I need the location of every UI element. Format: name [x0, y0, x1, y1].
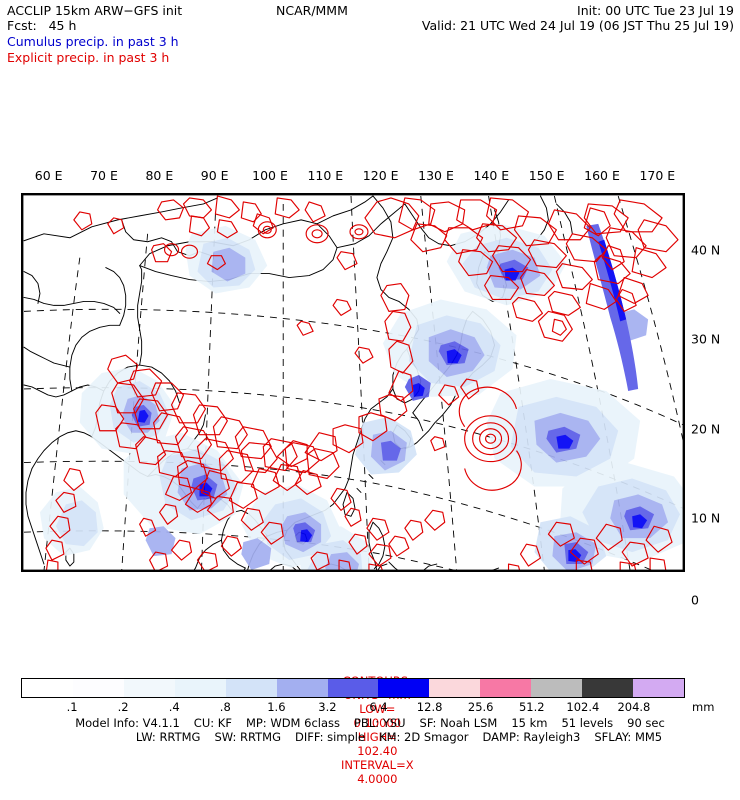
forecast-hour: Fcst: 45 h [7, 18, 77, 33]
contours-low-label: LOW= [359, 702, 396, 716]
colorbar-swatch-3 [174, 679, 226, 697]
model-info-item: DAMP: Rayleigh3 [482, 730, 581, 744]
colorbar-tick-5: 3.2 [318, 700, 337, 714]
colorbar-tick-2: .4 [168, 700, 180, 714]
colorbar-tick-4: 1.6 [267, 700, 286, 714]
legend-explicit: Explicit precip. in past 3 h [7, 50, 170, 65]
lon-tick-160-e: 160 E [584, 168, 620, 183]
lon-tick-120-e: 120 E [362, 168, 399, 183]
model-info-item: PBL: YSU [354, 716, 406, 730]
model-info-item: SF: Noah LSM [419, 716, 498, 730]
colorbar-swatch-5 [276, 679, 328, 697]
lon-tick-150-e: 150 E [528, 168, 565, 183]
legend-cumulus: Cumulus precip. in past 3 h [7, 34, 179, 49]
colorbar-tick-11: 204.8 [617, 700, 651, 714]
model-info-item: SFLAY: MM5 [594, 730, 663, 744]
lon-tick-110-e: 110 E [307, 168, 344, 183]
colorbar-tick-0: .1 [66, 700, 78, 714]
map-frame[interactable] [21, 193, 685, 572]
colorbar-strip[interactable] [21, 678, 685, 698]
colorbar-swatch-9 [480, 679, 532, 697]
model-info-item: LW: RRTMG [135, 730, 201, 744]
colorbar-swatch-10 [531, 679, 583, 697]
colorbar-tick-labels: .1 .2 .4 .8 1.6 3.2 6.4 12.8 25.6 51.2 102.4 204.8 [21, 700, 685, 716]
model-info-item: Model Info: V4.1.1 [75, 716, 180, 730]
lon-tick-90-e: 90 E [200, 168, 229, 183]
colorbar-swatch-7 [378, 679, 430, 697]
colorbar-swatch-1 [72, 679, 124, 697]
lat-tick-30-n: 30 N [691, 331, 721, 347]
lat-tick-0: 0 [691, 592, 699, 608]
lon-tick-60-e: 60 E [34, 168, 63, 183]
colorbar-swatch-4 [225, 679, 277, 697]
colorbar-tick-9: 51.2 [518, 700, 545, 714]
model-info-line-2: LW: RRTMG SW: RRTMG DIFF: simple KM: 2D Sma… [0, 730, 740, 744]
map-block: 60 E 70 E 80 E 90 E 100 E 110 E 120 E 130 E 140 … [0, 160, 740, 608]
lon-tick-100-e: 100 E [252, 168, 288, 183]
colorbar-tick-6: 6.4 [369, 700, 388, 714]
model-info-item: DIFF: simple [294, 730, 366, 744]
colorbar-swatch-11 [582, 679, 634, 697]
lon-tick-70-e: 70 E [90, 168, 118, 183]
model-info-item: 51 levels [561, 716, 614, 730]
model-info: Model Info: V4.1.1 CU: KF MP: WDM 6class PB… [0, 716, 740, 772]
colorbar-swatch-8 [429, 679, 481, 697]
init-time: Init: 00 UTC Tue 23 Jul 19 [577, 3, 734, 18]
model-title: ACCLIP 15km ARW−GFS init [7, 3, 183, 18]
lon-tick-170-e: 170 E [639, 168, 676, 183]
model-info-line-1: Model Info: V4.1.1 CU: KF MP: WDM 6class PB… [0, 716, 740, 730]
lon-tick-140-e: 140 E [473, 168, 510, 183]
cumulus-precip-shading [39, 223, 684, 571]
colorbar-tick-7: 12.8 [416, 700, 443, 714]
model-info-item: KM: 2D Smagor [379, 730, 469, 744]
model-info-item: 15 km [511, 716, 548, 730]
lat-tick-10-n: 10 N [691, 510, 721, 526]
latitude-axis: 40 N 30 N 20 N 10 N 0 [691, 193, 739, 608]
lat-tick-40-n: 40 N [691, 242, 721, 258]
colorbar-swatch-0 [22, 679, 73, 697]
valid-time: Valid: 21 UTC Wed 24 Jul 19 (06 JST Thu … [421, 18, 734, 33]
header: ACCLIP 15km ARW−GFS init Fcst: 45 h Cumu… [0, 0, 740, 72]
explicit-precip-contours [45, 195, 679, 571]
precipitation-map [22, 194, 684, 571]
colorbar-swatch-6 [327, 679, 379, 697]
contours-low-value: 0.10000 [353, 716, 402, 730]
colorbar-swatch-2 [123, 679, 175, 697]
center-name: NCAR/MMM [276, 3, 348, 18]
colorbar-unit-label: mm [692, 700, 715, 714]
model-info-item: CU: KF [193, 716, 232, 730]
model-info-item: MP: WDM 6class [245, 716, 340, 730]
colorbar-block: CONTOURS: UNITS=mm LOW= 0.10000 HIGH= 10… [0, 660, 740, 786]
colorbar-tick-3: .8 [219, 700, 231, 714]
colorbar-tick-10: 102.4 [566, 700, 600, 714]
lon-tick-130-e: 130 E [418, 168, 454, 183]
model-info-item: SW: RRTMG [214, 730, 281, 744]
longitude-axis: 60 E 70 E 80 E 90 E 100 E 110 E 120 E 130 E 140 … [21, 168, 685, 184]
lon-tick-80-e: 80 E [145, 168, 174, 183]
colorbar-swatch-12 [633, 679, 684, 697]
colorbar-tick-8: 25.6 [467, 700, 494, 714]
colorbar-tick-1: .2 [117, 700, 129, 714]
contours-interval-value: 4.0000 [357, 772, 398, 786]
model-info-item: 90 sec [627, 716, 665, 730]
lat-tick-20-n: 20 N [691, 421, 721, 437]
